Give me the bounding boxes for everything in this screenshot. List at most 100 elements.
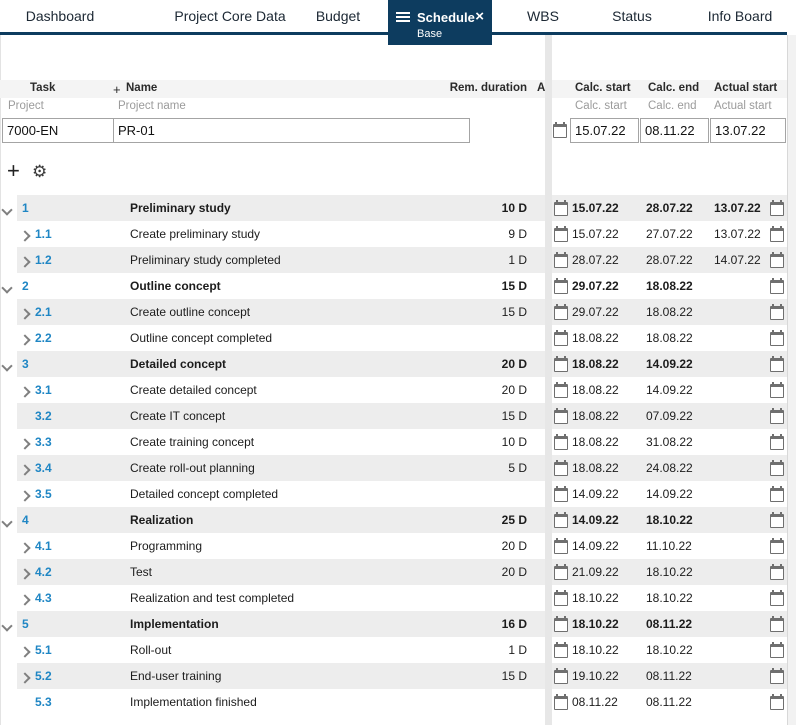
- tab-wbs[interactable]: WBS: [527, 8, 559, 24]
- add-column-icon[interactable]: +: [113, 82, 121, 97]
- chevron-icon[interactable]: [1, 515, 15, 528]
- chevron-icon[interactable]: [19, 385, 32, 398]
- close-icon[interactable]: ×: [475, 8, 484, 25]
- hamburger-menu-icon[interactable]: [396, 10, 410, 24]
- chevron-icon[interactable]: [19, 333, 32, 346]
- calendar-icon[interactable]: [554, 538, 568, 554]
- table-row[interactable]: 2.1 Create outline concept 15 D 29.07.22…: [0, 299, 787, 325]
- chevron-icon[interactable]: [19, 567, 32, 580]
- table-row[interactable]: 4.2 Test 20 D 21.09.22 18.10.22: [0, 559, 787, 585]
- chevron-icon[interactable]: [19, 255, 32, 268]
- table-row[interactable]: 3 Detailed concept 20 D 18.08.22 14.09.2…: [0, 351, 787, 377]
- chevron-icon[interactable]: [19, 307, 32, 320]
- calendar-icon[interactable]: [770, 304, 784, 320]
- gear-icon[interactable]: ⚙: [32, 162, 48, 181]
- chevron-icon[interactable]: [19, 437, 32, 450]
- table-row[interactable]: 3.1 Create detailed concept 20 D 18.08.2…: [0, 377, 787, 403]
- table-row[interactable]: 3.2 Create IT concept 15 D 18.08.22 07.0…: [0, 403, 787, 429]
- calendar-icon[interactable]: [770, 564, 784, 580]
- calendar-icon[interactable]: [770, 642, 784, 658]
- calendar-icon[interactable]: [553, 122, 567, 138]
- table-row[interactable]: 3.3 Create training concept 10 D 18.08.2…: [0, 429, 787, 455]
- calendar-icon[interactable]: [554, 668, 568, 684]
- chevron-icon[interactable]: [19, 645, 32, 658]
- calendar-icon[interactable]: [554, 460, 568, 476]
- table-row[interactable]: 1.1 Create preliminary study 9 D 15.07.2…: [0, 221, 787, 247]
- calendar-icon[interactable]: [554, 382, 568, 398]
- tab-status[interactable]: Status: [612, 8, 652, 24]
- table-row[interactable]: 2 Outline concept 15 D 29.07.22 18.08.22: [0, 273, 787, 299]
- tab-schedule-active[interactable]: Schedule × Base: [388, 0, 492, 45]
- calendar-icon[interactable]: [554, 694, 568, 710]
- calendar-icon[interactable]: [770, 590, 784, 606]
- chevron-icon[interactable]: [19, 229, 32, 242]
- table-row[interactable]: 3.5 Detailed concept completed 14.09.22 …: [0, 481, 787, 507]
- tab-info-board[interactable]: Info Board: [707, 8, 773, 24]
- project-task-input[interactable]: [2, 118, 114, 143]
- calendar-icon[interactable]: [770, 538, 784, 554]
- calendar-icon[interactable]: [770, 616, 784, 632]
- calendar-icon[interactable]: [770, 252, 784, 268]
- tab-dashboard[interactable]: Dashboard: [25, 8, 95, 24]
- calendar-icon[interactable]: [554, 590, 568, 606]
- calc-end-input[interactable]: [640, 118, 709, 143]
- chevron-icon[interactable]: [19, 593, 32, 606]
- calendar-icon[interactable]: [554, 564, 568, 580]
- col-header-task[interactable]: Task: [30, 82, 56, 94]
- actual-start-input[interactable]: [710, 118, 786, 143]
- table-row[interactable]: 5.2 End-user training 15 D 19.10.22 08.1…: [0, 663, 787, 689]
- calendar-icon[interactable]: [770, 382, 784, 398]
- calendar-icon[interactable]: [770, 226, 784, 242]
- tab-budget[interactable]: Budget: [315, 8, 361, 24]
- calendar-icon[interactable]: [770, 356, 784, 372]
- calendar-icon[interactable]: [554, 486, 568, 502]
- table-row[interactable]: 5.1 Roll-out 1 D 18.10.22 18.10.22: [0, 637, 787, 663]
- table-row[interactable]: 4 Realization 25 D 14.09.22 18.10.22: [0, 507, 787, 533]
- chevron-icon[interactable]: [1, 203, 15, 216]
- calendar-icon[interactable]: [770, 330, 784, 346]
- calendar-icon[interactable]: [770, 200, 784, 216]
- chevron-icon[interactable]: [1, 359, 15, 372]
- project-name-input[interactable]: [113, 118, 470, 143]
- calendar-icon[interactable]: [554, 226, 568, 242]
- calendar-icon[interactable]: [554, 642, 568, 658]
- calendar-icon[interactable]: [770, 408, 784, 424]
- calendar-icon[interactable]: [554, 408, 568, 424]
- calendar-icon[interactable]: [554, 200, 568, 216]
- add-task-icon[interactable]: +: [7, 158, 20, 183]
- table-row[interactable]: 4.3 Realization and test completed 18.10…: [0, 585, 787, 611]
- chevron-icon[interactable]: [1, 619, 15, 632]
- col-header-calc-end[interactable]: Calc. end: [648, 82, 700, 94]
- calendar-icon[interactable]: [554, 330, 568, 346]
- calendar-icon[interactable]: [770, 460, 784, 476]
- tab-project-core-data[interactable]: Project Core Data: [174, 8, 286, 24]
- calendar-icon[interactable]: [770, 694, 784, 710]
- calendar-icon[interactable]: [770, 278, 784, 294]
- chevron-icon[interactable]: [19, 541, 32, 554]
- calendar-icon[interactable]: [770, 434, 784, 450]
- col-header-calc-start[interactable]: Calc. start: [575, 82, 631, 94]
- chevron-icon[interactable]: [19, 671, 32, 684]
- calendar-icon[interactable]: [770, 668, 784, 684]
- calendar-icon[interactable]: [554, 616, 568, 632]
- calendar-icon[interactable]: [554, 356, 568, 372]
- calendar-icon[interactable]: [554, 512, 568, 528]
- calc-start-input[interactable]: [570, 118, 639, 143]
- table-row[interactable]: 1.2 Preliminary study completed 1 D 28.0…: [0, 247, 787, 273]
- col-header-name[interactable]: Name: [126, 82, 158, 94]
- calendar-icon[interactable]: [554, 278, 568, 294]
- table-row[interactable]: 1 Preliminary study 10 D 15.07.22 28.07.…: [0, 195, 787, 221]
- col-header-actual-start[interactable]: Actual start: [714, 82, 778, 94]
- table-row[interactable]: 4.1 Programming 20 D 14.09.22 11.10.22: [0, 533, 787, 559]
- table-row[interactable]: 2.2 Outline concept completed 18.08.22 1…: [0, 325, 787, 351]
- chevron-icon[interactable]: [1, 281, 15, 294]
- vertical-scrollbar[interactable]: [787, 35, 796, 725]
- calendar-icon[interactable]: [554, 434, 568, 450]
- chevron-icon[interactable]: [19, 489, 32, 502]
- table-row[interactable]: 3.4 Create roll-out planning 5 D 18.08.2…: [0, 455, 787, 481]
- panel-splitter[interactable]: [545, 35, 552, 725]
- table-row[interactable]: 5.3 Implementation finished 08.11.22 08.…: [0, 689, 787, 715]
- table-row[interactable]: 5 Implementation 16 D 18.10.22 08.11.22: [0, 611, 787, 637]
- calendar-icon[interactable]: [770, 486, 784, 502]
- col-header-a[interactable]: A: [537, 82, 546, 94]
